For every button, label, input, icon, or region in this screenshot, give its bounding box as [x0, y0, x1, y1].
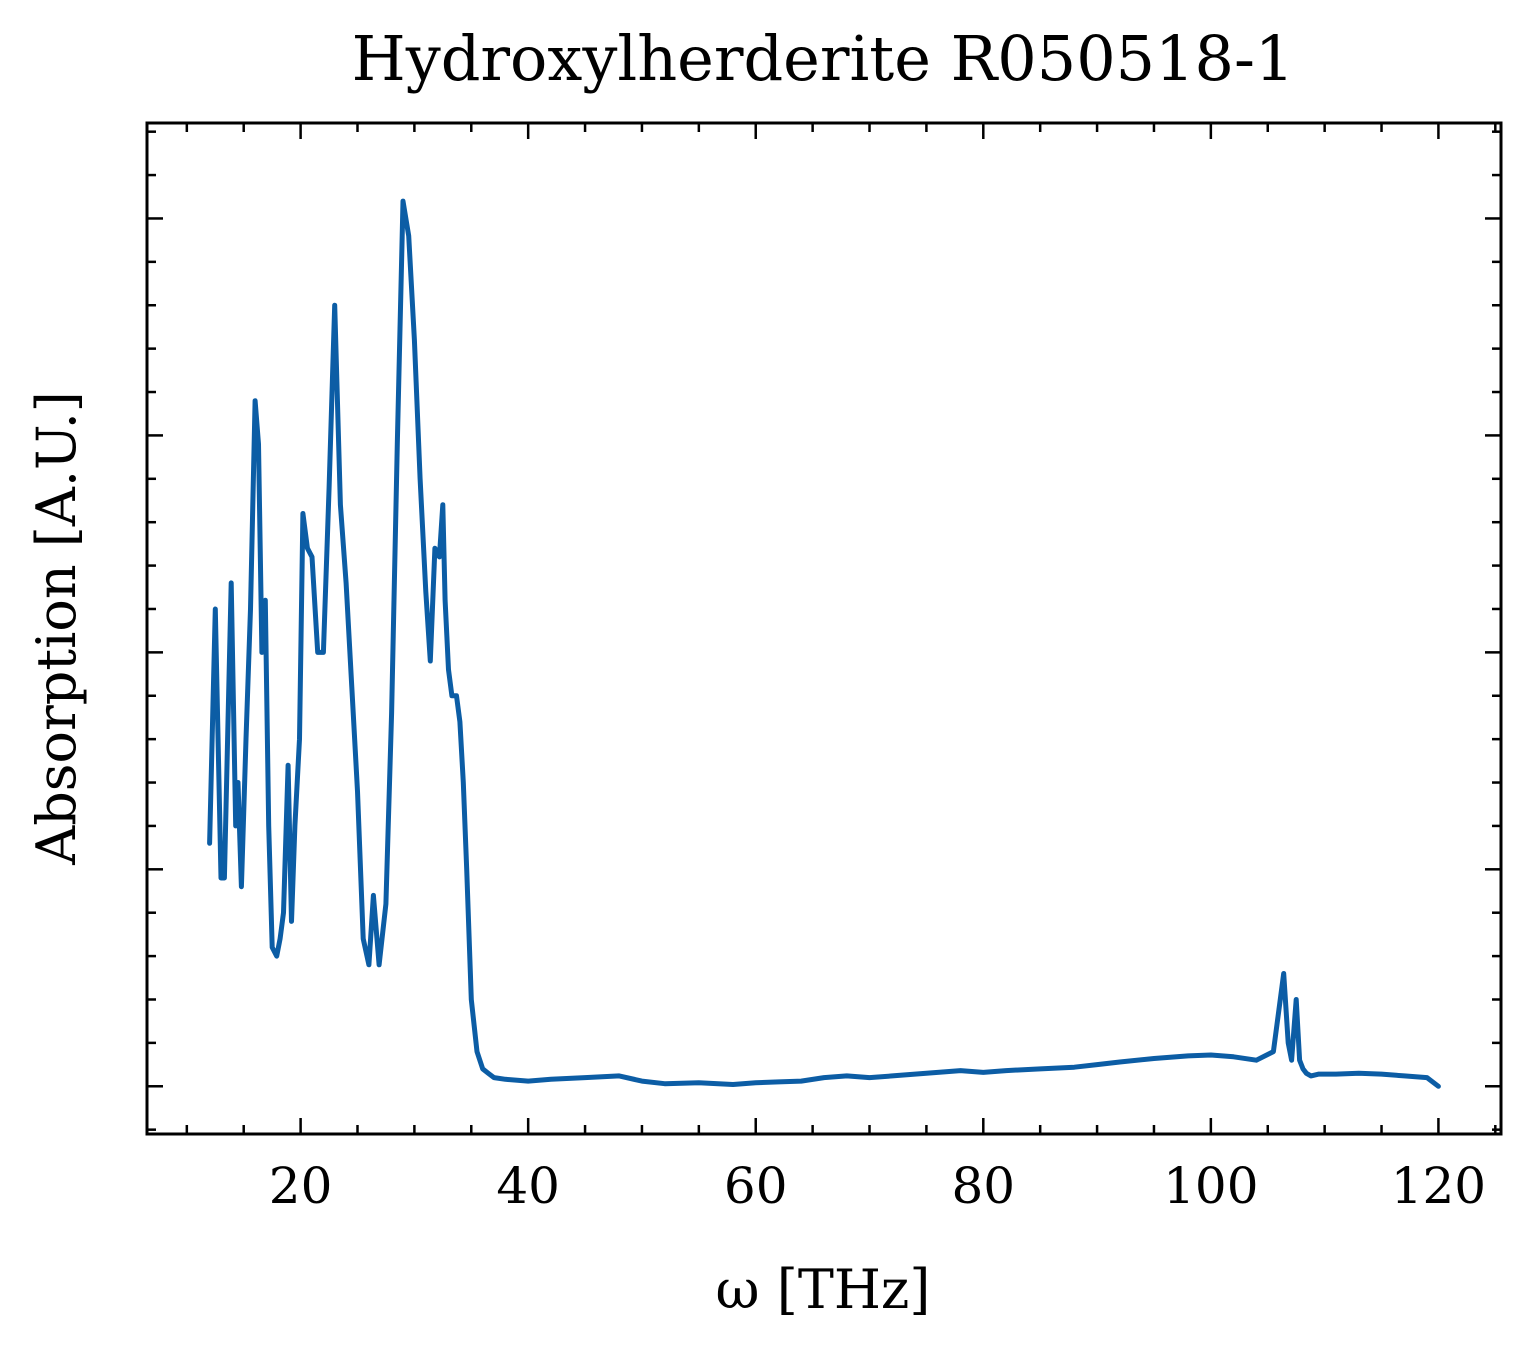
plot-frame [145, 121, 1503, 1136]
x-tick-label: 40 [496, 1157, 560, 1215]
y-axis-label: Absorption [A.U.] [25, 391, 88, 866]
x-axis-label: ω [THz] [716, 1258, 931, 1321]
x-tick-labels: 20 40 60 80 100 120 [269, 1157, 1486, 1215]
x-tick-label: 60 [724, 1157, 788, 1215]
chart-title: Hydroxylherderite R050518-1 [352, 22, 1295, 95]
x-tick-label: 20 [269, 1157, 333, 1215]
x-tick-label: 80 [951, 1157, 1015, 1215]
series-line [207, 198, 1441, 1089]
x-tick-label: 120 [1391, 1157, 1486, 1215]
series-group [207, 198, 1441, 1089]
axis-ticks [147, 123, 1501, 1134]
x-tick-label: 100 [1163, 1157, 1258, 1215]
